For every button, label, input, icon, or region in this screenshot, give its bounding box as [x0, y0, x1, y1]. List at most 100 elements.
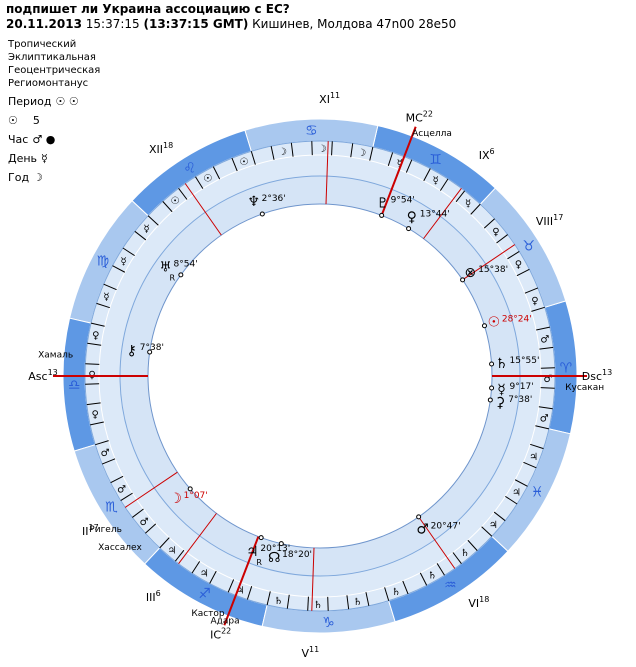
term-ruler-glyph: ♃	[236, 586, 245, 597]
term-ruler-glyph: ♄	[274, 596, 283, 607]
degree-tick	[387, 152, 394, 166]
house-cusp	[462, 244, 516, 281]
degree-tick	[493, 511, 506, 522]
ruler-year: Год ☽	[8, 168, 79, 187]
degree-tick	[467, 539, 478, 551]
rulers-list: Период ☉ ☉ ☉ 5 Час ♂ ● День ☿ Год ☽	[8, 92, 79, 187]
degree-tick	[174, 549, 185, 562]
term-ruler-glyph: ♂	[117, 484, 126, 495]
house-label: XI11	[319, 91, 340, 106]
term-ruler-glyph: ♄	[353, 597, 362, 608]
planet-position-label: 15°38'	[478, 265, 508, 275]
ruler-hour: Час ♂ ●	[8, 130, 79, 149]
term-ruler-glyph: ☉	[203, 174, 212, 185]
planet-glyph: ♅	[159, 260, 172, 276]
degree-tick	[423, 168, 431, 182]
degree-tick	[122, 247, 135, 257]
planet-dot	[379, 212, 385, 218]
degree-tick	[147, 215, 159, 226]
term-ruler-glyph: ♀	[531, 296, 538, 307]
degree-tick	[507, 251, 520, 260]
degree-tick	[209, 570, 217, 584]
term-ruler-glyph: ☽	[318, 144, 327, 155]
scorpio-icon: ♏	[105, 499, 118, 515]
planet-dot	[406, 226, 412, 232]
planet-dot	[489, 361, 495, 367]
degree-tick	[120, 492, 133, 501]
setting-zodiac: Тропический	[8, 39, 77, 50]
degree-tick	[286, 594, 290, 609]
ruler-year-glyphs: ☽	[33, 171, 43, 184]
degree-tick	[384, 587, 390, 601]
term-ruler-glyph: ☿	[103, 292, 109, 303]
ruler-day-glyphs: ☿	[41, 152, 48, 165]
house-cusp	[418, 516, 456, 569]
term-ruler-glyph: ♃	[529, 452, 538, 463]
planet-glyph: ⊗	[464, 265, 476, 281]
degree-tick	[90, 421, 104, 426]
ruler-period: Период ☉ ☉	[8, 92, 79, 111]
ruler-period-label: Период	[8, 95, 52, 108]
house-label: V11	[301, 645, 319, 660]
degree-tick	[159, 537, 170, 549]
term-ruler-glyph: ♀	[492, 227, 499, 238]
aries-icon: ♈	[560, 360, 573, 376]
degree-tick	[178, 188, 188, 200]
term-ruler-glyph: ♄	[392, 587, 401, 598]
degree-tick	[535, 425, 550, 430]
capricorn-icon: ♑	[322, 615, 335, 631]
term-ruler-glyph: ☿	[120, 256, 126, 267]
degree-tick	[112, 265, 126, 273]
degree-tick	[524, 287, 539, 294]
degree-tick	[439, 178, 449, 191]
degree-tick	[191, 561, 201, 574]
degree-tick	[212, 166, 221, 180]
house-label: IC22	[210, 627, 231, 642]
chart-gmt-time: (13:37:15 GMT)	[143, 17, 249, 31]
term-ruler-glyph: ♂	[140, 517, 149, 528]
planet-dot	[187, 486, 193, 492]
fixed-star-label: Асцелла	[412, 129, 452, 139]
planet-dot	[481, 323, 487, 329]
planet-position-label: 1°07'	[184, 491, 208, 501]
ruler-sun-label: ☉	[8, 114, 18, 127]
setting-center: Геоцентрическая	[8, 65, 101, 76]
house-label: Asc13	[28, 368, 58, 383]
planet-position-label: 20°47'	[431, 521, 461, 531]
house-label: VIII17	[536, 213, 563, 228]
house-cusp	[380, 126, 417, 216]
chart-date: 20.11.2013	[6, 17, 82, 31]
degree-tick	[538, 406, 553, 410]
term-ruler-glyph: ♂	[540, 334, 549, 345]
term-ruler-glyph: ♃	[512, 488, 521, 499]
term-ruler-glyph: ♀	[515, 260, 522, 271]
term-ruler-glyph: ☿	[144, 224, 150, 235]
ruler-year-label: Год	[8, 171, 30, 184]
degree-tick	[452, 552, 462, 564]
chart-subtitle: 20.11.2013 15:37:15 (13:37:15 GMT) Кишин…	[6, 17, 456, 31]
planet-position-label: 20°13'	[260, 544, 290, 554]
planet-dot	[147, 349, 153, 355]
degree-tick	[307, 596, 309, 611]
degree-tick	[132, 508, 144, 518]
degree-tick	[95, 440, 109, 446]
degree-tick	[246, 586, 253, 600]
ruler-hour-glyphs: ♂ ●	[32, 133, 56, 146]
planet-dot	[278, 541, 284, 547]
settings-list: Тропический Эклиптикальная Геоцентрическ…	[8, 38, 100, 90]
house-cusp	[423, 188, 462, 239]
degree-tick	[523, 461, 537, 469]
degree-tick	[145, 523, 157, 534]
planet-position-label: 13°44'	[420, 210, 450, 220]
planet-glyph: ♄	[495, 356, 508, 372]
house-label: XII18	[149, 141, 173, 156]
degree-tick	[481, 526, 493, 537]
setting-coordinates: Эклиптикальная	[8, 52, 96, 63]
planet-position-label: 8°54'	[174, 260, 198, 270]
planet-position-label: 15°55'	[510, 356, 540, 366]
planet-dot	[416, 514, 422, 520]
fixed-star-label: Кусакан	[565, 383, 604, 393]
cancer-icon: ♋	[305, 123, 318, 139]
term-ruler-glyph: ☉	[170, 196, 179, 207]
pisces-icon: ♓	[531, 484, 544, 500]
